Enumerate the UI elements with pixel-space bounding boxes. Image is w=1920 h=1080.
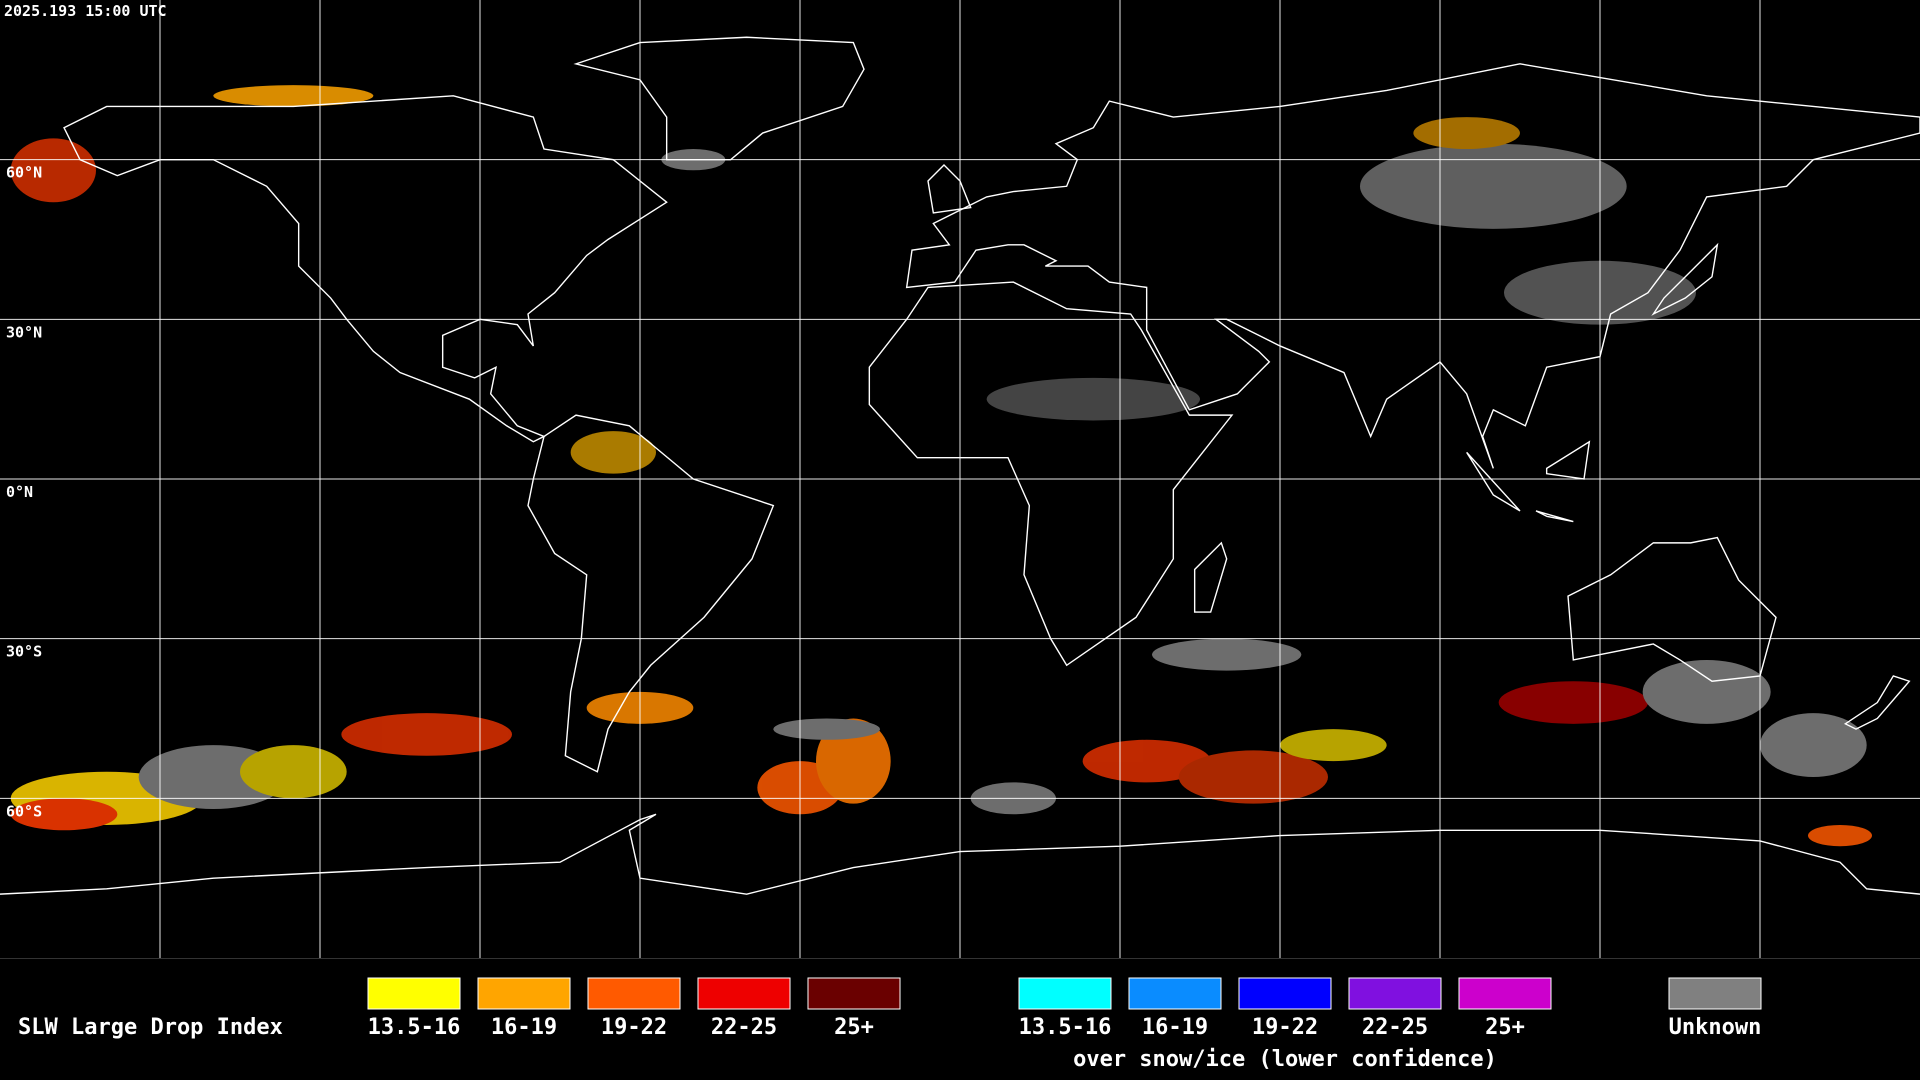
patch [1178,750,1328,804]
legend-swatch [1668,977,1762,1010]
legend-swatch [807,977,901,1010]
lat-label: 60°N [6,164,42,182]
patch [1413,117,1520,150]
patch [1759,713,1867,778]
lat-labels: 60°N 30°N 0°N 30°S 60°S [6,164,42,821]
legend-swatch [1018,977,1112,1010]
lat-label: 60°S [6,802,42,820]
legend-label: 16-19 [491,1015,557,1040]
map-layer [0,37,1920,894]
legend-swatch [697,977,791,1010]
legend-label: 25+ [834,1015,874,1040]
legend-label: Unknown [1669,1015,1762,1040]
lat-label: 30°S [6,643,42,661]
patch [816,718,891,804]
patch [1807,824,1872,847]
graticule [0,0,1920,958]
patch [1642,659,1771,724]
coastline [1845,676,1909,729]
patch [213,85,374,107]
lat-label: 30°N [6,323,42,341]
legend-swatch [1238,977,1332,1010]
patch [1082,739,1211,783]
legend-title: SLW Large Drop Index [18,1015,283,1040]
cloud-patches [10,85,1872,847]
legend-label: 13.5-16 [1019,1015,1112,1040]
patch [10,798,118,831]
legend-label: 13.5-16 [368,1015,461,1040]
legend-label: 19-22 [1252,1015,1318,1040]
coastline [1568,538,1776,682]
legend-swatch [1458,977,1552,1010]
patch [1279,729,1387,762]
patch [773,718,881,740]
legend-label: 19-22 [601,1015,667,1040]
patch [1498,681,1648,724]
coastline [64,96,667,442]
coastline [1195,543,1227,612]
patch [341,713,513,756]
legend: 13.5-16 16-19 19-22 22-25 25+ 13.5-16 16-19 19-… [367,977,1762,1072]
coastline [869,282,1232,665]
lat-label: 0°N [6,483,33,501]
legend-label: 16-19 [1142,1015,1208,1040]
legend-label: 25+ [1485,1015,1525,1040]
legend-label: 22-25 [1362,1015,1428,1040]
patch [1151,638,1302,671]
patch [240,745,347,799]
legend-swatch [1128,977,1222,1010]
patch [570,431,657,474]
legend-label: 22-25 [711,1015,777,1040]
timestamp: 2025.193 15:00 UTC [4,2,167,20]
patch [986,377,1200,421]
coastline [1653,245,1717,314]
map-border [0,958,1920,959]
legend-swatch [587,977,681,1010]
legend-caption: over snow/ice (lower confidence) [1073,1047,1497,1072]
coastline [907,64,1920,468]
patch [10,138,97,203]
legend-swatch [477,977,571,1010]
legend-swatch [1348,977,1442,1010]
coastline [928,165,971,213]
patch [1359,143,1627,229]
legend-swatch [367,977,461,1010]
